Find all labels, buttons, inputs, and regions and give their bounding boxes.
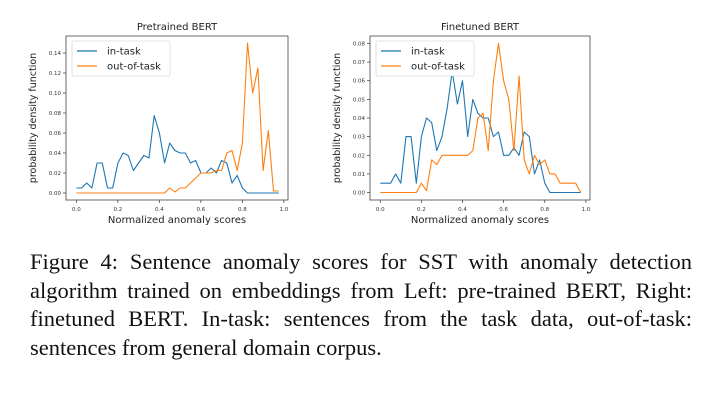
x-tick-label: 0.2 bbox=[113, 207, 122, 213]
x-tick-label: 0.0 bbox=[376, 207, 385, 213]
x-tick-label: 1.0 bbox=[582, 207, 591, 213]
chart-title: Pretrained BERT bbox=[137, 22, 218, 33]
x-axis-label: Normalized anomaly scores bbox=[411, 215, 549, 226]
y-tick-label: 0.08 bbox=[353, 41, 366, 47]
y-tick-label: 0.00 bbox=[49, 191, 62, 197]
x-tick-label: 1.0 bbox=[279, 207, 288, 213]
y-tick-label: 0.10 bbox=[49, 91, 62, 97]
y-tick-label: 0.01 bbox=[353, 172, 365, 178]
x-tick-label: 0.8 bbox=[238, 207, 247, 213]
y-tick-label: 0.02 bbox=[49, 171, 61, 177]
chart-title: Finetuned BERT bbox=[441, 22, 520, 33]
chart-0: Pretrained BERT 0.0 0.2 0.4 0.6 0.8 1.0 0.00 0.0… bbox=[28, 22, 289, 226]
figure: Pretrained BERT 0.0 0.2 0.4 0.6 0.8 1.0 0.00 0.0… bbox=[28, 22, 591, 226]
axes-frame bbox=[65, 35, 289, 201]
y-tick-label: 0.14 bbox=[49, 51, 62, 57]
y-tick-label: 0.05 bbox=[353, 97, 366, 103]
legend bbox=[71, 40, 171, 77]
legend-label: in-task bbox=[107, 47, 141, 58]
legend bbox=[375, 40, 475, 77]
y-tick-label: 0.12 bbox=[49, 71, 61, 77]
y-tick-label: 0.02 bbox=[353, 153, 365, 159]
y-tick-label: 0.06 bbox=[49, 131, 62, 137]
y-tick-label: 0.04 bbox=[49, 151, 62, 157]
legend-label: out-of-task bbox=[107, 62, 161, 73]
x-tick-label: 0.4 bbox=[155, 207, 164, 213]
figure-caption: Figure 4: Sentence anomaly scores for SS… bbox=[30, 249, 692, 360]
x-tick-label: 0.6 bbox=[499, 207, 508, 213]
y-tick-label: 0.04 bbox=[353, 116, 366, 122]
x-tick-label: 0.0 bbox=[72, 207, 81, 213]
y-tick-label: 0.00 bbox=[353, 191, 366, 197]
legend-label: out-of-task bbox=[411, 62, 465, 73]
legend-label: in-task bbox=[411, 47, 445, 58]
x-axis-label: Normalized anomaly scores bbox=[108, 215, 246, 226]
x-tick-label: 0.2 bbox=[417, 207, 426, 213]
chart-1: Finetuned BERT 0.0 0.2 0.4 0.6 0.8 1.0 0.00 0.01… bbox=[332, 22, 591, 226]
y-tick-label: 0.06 bbox=[353, 79, 366, 85]
y-tick-label: 0.07 bbox=[353, 60, 366, 66]
y-axis-label: probability density function bbox=[28, 53, 39, 183]
x-tick-label: 0.4 bbox=[458, 207, 467, 213]
y-tick-label: 0.08 bbox=[49, 111, 62, 117]
series-line-out-of-task bbox=[380, 42, 582, 194]
y-tick-label: 0.03 bbox=[353, 135, 366, 141]
series-line-out-of-task bbox=[76, 42, 279, 194]
series-line-in-task bbox=[76, 114, 279, 194]
y-axis-label: probability density function bbox=[332, 53, 343, 183]
axes-frame bbox=[369, 35, 591, 201]
x-tick-label: 0.6 bbox=[196, 207, 205, 213]
x-tick-label: 0.8 bbox=[540, 207, 549, 213]
